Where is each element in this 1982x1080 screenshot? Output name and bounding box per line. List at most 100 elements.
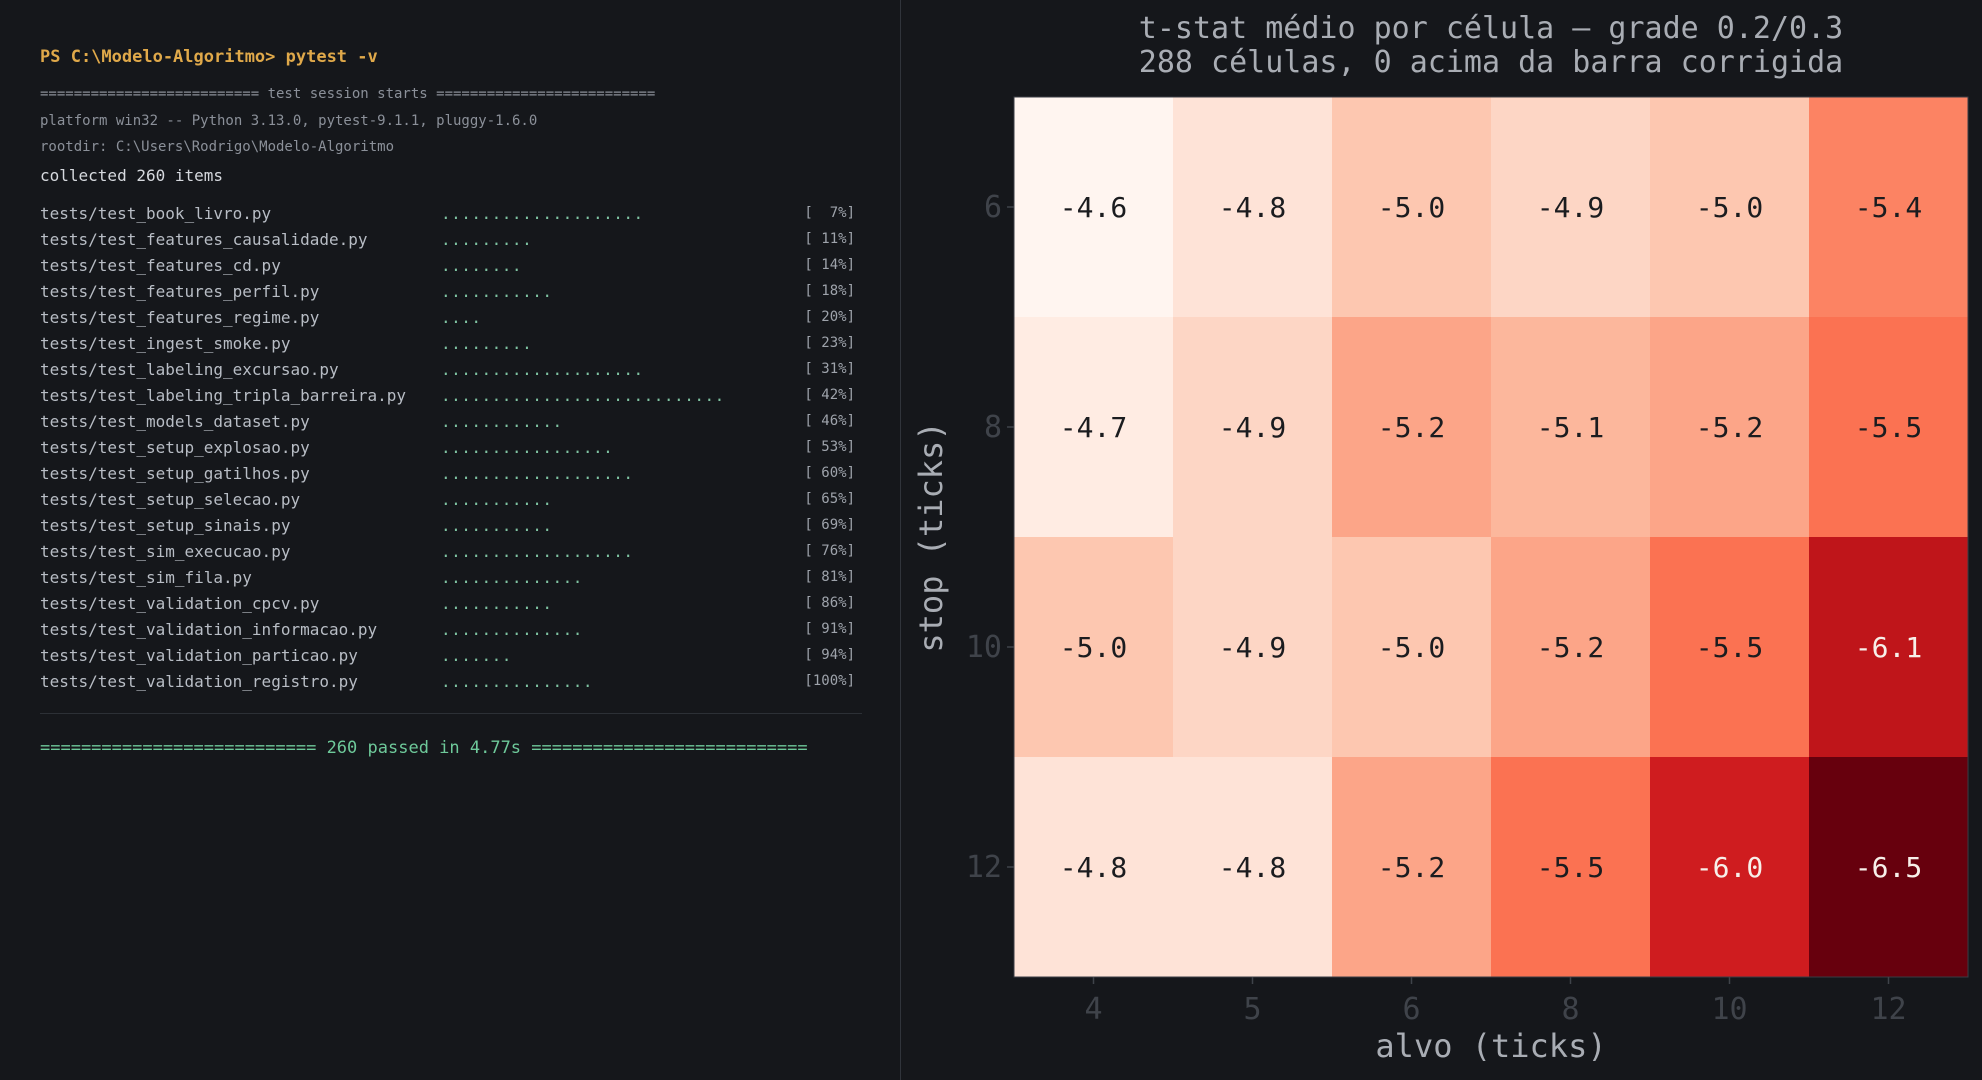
x-tick-label: 6	[1402, 992, 1420, 1027]
chart-title: t-stat médio por célula — grade 0.2/0.3	[1139, 11, 1843, 46]
test-percent: [ 42%]	[804, 387, 855, 403]
test-percent: [100%]	[804, 673, 855, 689]
heatmap-cell	[1650, 317, 1810, 538]
test-percent: [ 31%]	[804, 361, 855, 377]
x-tick-label: 5	[1243, 992, 1261, 1027]
y-axis-label: stop (ticks)	[912, 421, 950, 652]
heatmap-cell	[1809, 97, 1969, 318]
test-result-row: tests/test_validation_registro.py.......…	[40, 672, 855, 698]
test-file-name: tests/test_features_cd.py	[40, 256, 281, 275]
test-progress-dots: ............................	[441, 386, 725, 405]
test-percent: [ 7%]	[804, 205, 855, 221]
test-result-row: tests/test_setup_selecao.py........... [ …	[40, 490, 855, 516]
test-result-row: tests/test_sim_execucao.py..............…	[40, 542, 855, 568]
test-percent: [ 53%]	[804, 439, 855, 455]
test-percent: [ 11%]	[804, 231, 855, 247]
cell-value-label: -5.5	[1855, 411, 1922, 444]
test-percent: [ 86%]	[804, 595, 855, 611]
test-file-name: tests/test_features_causalidade.py	[40, 230, 368, 249]
y-tick-label: 10	[966, 630, 1002, 665]
cell-value-label: -4.9	[1219, 631, 1286, 664]
cell-value-label: -5.5	[1537, 851, 1604, 884]
heatmap-cell	[1332, 537, 1492, 758]
cell-value-label: -6.1	[1855, 631, 1922, 664]
test-progress-dots: ..............	[441, 568, 583, 587]
test-progress-dots: ....................	[441, 360, 644, 379]
test-progress-dots: ...........	[441, 282, 553, 301]
heatmap-cell	[1650, 97, 1810, 318]
cell-value-label: -4.6	[1060, 191, 1127, 224]
test-progress-dots: ........	[441, 256, 523, 275]
test-percent: [ 46%]	[804, 413, 855, 429]
test-result-row: tests/test_features_causalidade.py......…	[40, 230, 855, 256]
cell-value-label: -5.4	[1855, 191, 1922, 224]
x-axis-label: alvo (ticks)	[1375, 1027, 1606, 1065]
test-progress-dots: .......	[441, 646, 512, 665]
test-result-row: tests/test_labeling_excursao.py.........…	[40, 360, 855, 386]
cell-value-label: -5.0	[1378, 191, 1445, 224]
test-result-row: tests/test_setup_gatilhos.py............…	[40, 464, 855, 490]
cell-value-label: -5.0	[1060, 631, 1127, 664]
x-tick-label: 10	[1711, 992, 1747, 1027]
heatmap-cell	[1014, 537, 1174, 758]
test-progress-dots: ...................	[441, 464, 634, 483]
test-percent: [ 81%]	[804, 569, 855, 585]
test-file-name: tests/test_ingest_smoke.py	[40, 334, 291, 353]
test-percent: [ 18%]	[804, 283, 855, 299]
heatmap-cell	[1809, 537, 1969, 758]
y-tick-label: 8	[984, 410, 1002, 445]
test-percent: [ 69%]	[804, 517, 855, 533]
cell-value-label: -5.2	[1378, 411, 1445, 444]
pane-divider[interactable]	[900, 0, 901, 1080]
test-file-name: tests/test_features_regime.py	[40, 308, 320, 327]
test-result-row: tests/test_features_regime.py.... [ 20%]	[40, 308, 855, 334]
test-percent: [ 76%]	[804, 543, 855, 559]
test-result-row: tests/test_book_livro.py................…	[40, 204, 855, 230]
heatmap-cell	[1332, 757, 1492, 978]
cell-value-label: -5.5	[1696, 631, 1763, 664]
plot-frame	[1013, 96, 1969, 978]
test-file-name: tests/test_sim_execucao.py	[40, 542, 291, 561]
test-result-row: tests/test_labeling_tripla_barreira.py..…	[40, 386, 855, 412]
test-result-row: tests/test_validation_particao.py.......…	[40, 646, 855, 672]
x-tick-label: 12	[1870, 992, 1906, 1027]
test-progress-dots: ....................	[441, 204, 644, 223]
heatmap-cell	[1491, 317, 1651, 538]
rootdir-line: rootdir: C:\Users\Rodrigo\Modelo-Algorit…	[40, 139, 395, 155]
cell-value-label: -5.0	[1696, 191, 1763, 224]
test-result-row: tests/test_setup_sinais.py........... [ 6…	[40, 516, 855, 542]
terminal-pane[interactable]: PS C:\Modelo-Algoritmo> pytest -v ======…	[0, 0, 900, 1080]
test-file-name: tests/test_validation_particao.py	[40, 646, 358, 665]
heatmap-cell	[1014, 757, 1174, 978]
cell-value-label: -5.2	[1696, 411, 1763, 444]
test-progress-dots: ...............	[441, 672, 593, 691]
test-progress-dots: ...................	[441, 542, 634, 561]
summary-line: =========================== 260 passed i…	[40, 738, 808, 758]
heatmap-cell	[1650, 537, 1810, 758]
test-file-name: tests/test_setup_selecao.py	[40, 490, 301, 509]
cell-value-label: -5.2	[1378, 851, 1445, 884]
test-file-name: tests/test_models_dataset.py	[40, 412, 310, 431]
command-prompt: PS C:\Modelo-Algoritmo> pytest -v	[40, 47, 378, 67]
test-file-name: tests/test_validation_informacao.py	[40, 620, 378, 639]
test-progress-dots: ............	[441, 412, 563, 431]
heatmap-cell	[1173, 757, 1333, 978]
test-percent: [ 60%]	[804, 465, 855, 481]
cell-value-label: -4.8	[1219, 851, 1286, 884]
test-progress-dots: ...........	[441, 490, 553, 509]
test-result-row: tests/test_features_perfil.py...........…	[40, 282, 855, 308]
heatmap-chart: t-stat médio por célula — grade 0.2/0.3 …	[912, 11, 1969, 1065]
heatmap-cell	[1332, 317, 1492, 538]
test-percent: [ 23%]	[804, 335, 855, 351]
test-progress-dots: .........	[441, 334, 533, 353]
test-progress-dots: .........	[441, 230, 533, 249]
collected-line: collected 260 items	[40, 166, 224, 185]
platform-line: platform win32 -- Python 3.13.0, pytest-…	[40, 113, 538, 129]
heatmap-cell	[1491, 757, 1651, 978]
chart-subtitle: 288 células, 0 acima da barra corrigida	[1139, 45, 1843, 80]
test-result-row: tests/test_sim_fila.py.............. [ 81…	[40, 568, 855, 594]
heatmap-cell	[1650, 757, 1810, 978]
x-tick-label: 8	[1561, 992, 1579, 1027]
test-result-row: tests/test_features_cd.py........ [ 14%]	[40, 256, 855, 282]
test-progress-dots: .................	[441, 438, 614, 457]
